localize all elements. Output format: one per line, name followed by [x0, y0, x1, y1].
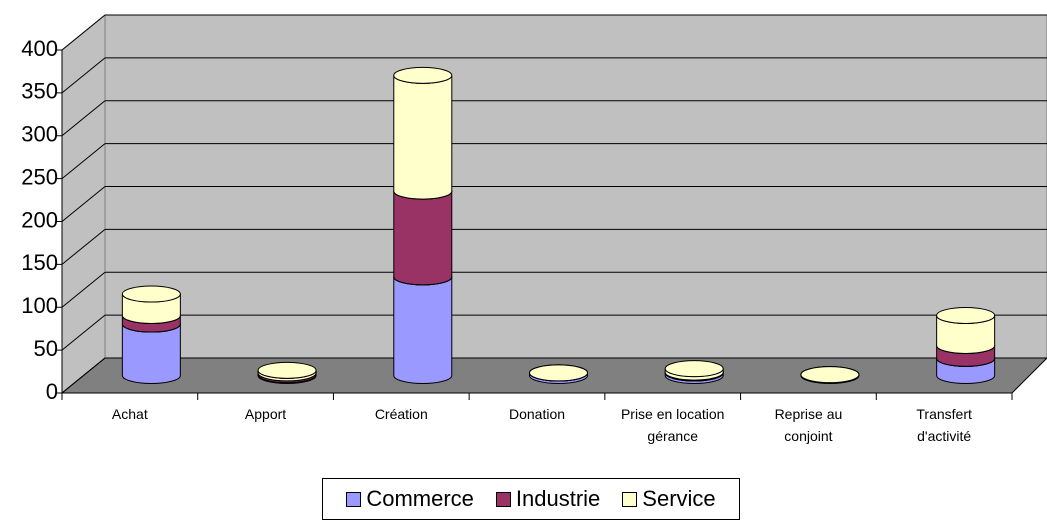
cylinder-top: [529, 364, 588, 382]
grid-line: [61, 57, 106, 94]
legend-item: Commerce: [346, 486, 474, 512]
legend-swatch: [495, 491, 511, 507]
cylinder-top: [121, 285, 181, 303]
cylinder-side: [393, 75, 453, 200]
y-tick-label: 100: [21, 293, 58, 318]
grid-line: [61, 143, 106, 180]
bar-segment: [393, 66, 453, 200]
cylinder-top: [257, 361, 317, 379]
x-tick-label: Reprise au conjoint: [774, 406, 843, 444]
grid-line: [61, 228, 106, 265]
y-tick-label: 50: [34, 336, 58, 361]
y-tick-label: 250: [21, 164, 58, 189]
grid-line: [61, 357, 106, 394]
legend-item: Industrie: [495, 486, 601, 512]
bar-segment: [529, 364, 588, 382]
grid-line: [61, 314, 106, 351]
grid-line: [61, 186, 106, 222]
bar-segment: [800, 366, 860, 384]
bar-segment: [936, 306, 996, 354]
y-tick-label: 350: [21, 79, 58, 104]
grid-line: [61, 100, 106, 137]
x-tick-label: Achat: [111, 406, 148, 422]
legend-label: Industrie: [515, 486, 601, 511]
cylinder-top: [393, 66, 453, 84]
bar-segment: [664, 360, 724, 381]
cylinder-side: [393, 276, 453, 384]
grid-line: [61, 271, 106, 308]
grid-line: [61, 14, 106, 51]
cylinder-side: [121, 323, 181, 384]
bar-segment: [121, 285, 181, 324]
legend-swatch: [346, 491, 362, 507]
legend-label: Service: [642, 486, 716, 511]
cylinder-top: [936, 306, 996, 324]
y-tick-label: 0: [46, 379, 58, 404]
y-tick-label: 400: [21, 36, 58, 61]
legend-item: Service: [622, 486, 716, 512]
legend: Commerce Industrie Service: [322, 478, 740, 520]
cylinder-top: [800, 366, 860, 384]
bar-segment: [257, 361, 317, 382]
y-tick-label: 300: [21, 122, 58, 147]
x-tick-label: Création: [374, 406, 428, 422]
legend-swatch: [622, 491, 638, 507]
cylinder-side: [393, 191, 453, 286]
x-tick-label: Prise en location gérance: [620, 406, 725, 444]
x-tick-label: Donation: [508, 406, 566, 422]
bar-segment: [393, 268, 453, 384]
x-tick-label: Transfert d'activité: [916, 406, 972, 444]
y-tick-label: 150: [21, 250, 58, 275]
x-tick-label: Apport: [244, 406, 287, 422]
legend-label: Commerce: [366, 486, 474, 511]
y-tick-label: 200: [21, 207, 58, 232]
cylinder-top: [664, 360, 724, 378]
